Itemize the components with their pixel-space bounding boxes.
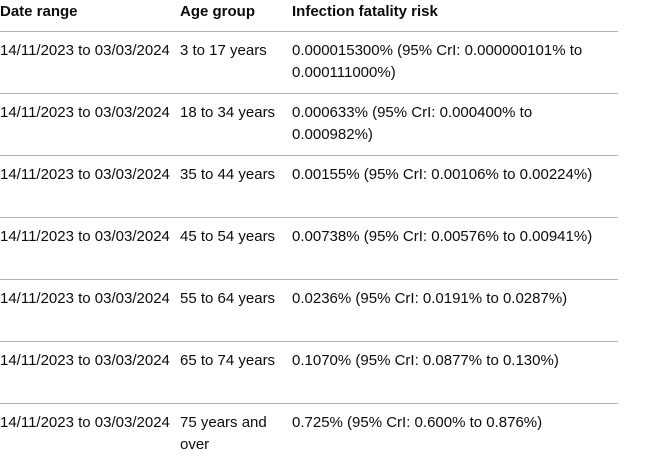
- header-row: Date range Age group Infection fatality …: [0, 0, 618, 32]
- table-row: 14/11/2023 to 03/03/2024 3 to 17 years 0…: [0, 32, 618, 94]
- cell-age-group: 45 to 54 years: [180, 218, 292, 280]
- date-range-text: 14/11/2023 to 03/03/2024: [0, 288, 180, 310]
- cell-age-group: 55 to 64 years: [180, 280, 292, 342]
- cell-age-group: 3 to 17 years: [180, 32, 292, 94]
- date-range-text: 14/11/2023 to 03/03/2024: [0, 350, 180, 372]
- risk-text: 0.000633% (95% CrI: 0.000400% to 0.00098…: [292, 102, 618, 146]
- table-row: 14/11/2023 to 03/03/2024 65 to 74 years …: [0, 342, 618, 404]
- table-row: 14/11/2023 to 03/03/2024 75 years and ov…: [0, 404, 618, 465]
- cell-age-group: 65 to 74 years: [180, 342, 292, 404]
- cell-risk: 0.000015300% (95% CrI: 0.000000101% to 0…: [292, 32, 618, 94]
- cell-risk: 0.0236% (95% CrI: 0.0191% to 0.0287%): [292, 280, 618, 342]
- age-group-text: 65 to 74 years: [180, 350, 292, 372]
- column-header-date-range: Date range: [0, 0, 180, 32]
- age-group-text: 45 to 54 years: [180, 226, 292, 248]
- risk-text: 0.00155% (95% CrI: 0.00106% to 0.00224%): [292, 164, 618, 186]
- risk-text: 0.0236% (95% CrI: 0.0191% to 0.0287%): [292, 288, 618, 310]
- column-header-age-group: Age group: [180, 0, 292, 32]
- table-row: 14/11/2023 to 03/03/2024 45 to 54 years …: [0, 218, 618, 280]
- cell-risk: 0.000633% (95% CrI: 0.000400% to 0.00098…: [292, 94, 618, 156]
- date-range-text: 14/11/2023 to 03/03/2024: [0, 226, 180, 248]
- cell-date-range: 14/11/2023 to 03/03/2024: [0, 404, 180, 465]
- age-group-text: 75 years and over: [180, 412, 292, 456]
- date-range-text: 14/11/2023 to 03/03/2024: [0, 40, 180, 62]
- table-row: 14/11/2023 to 03/03/2024 18 to 34 years …: [0, 94, 618, 156]
- table-row: 14/11/2023 to 03/03/2024 35 to 44 years …: [0, 156, 618, 218]
- cell-risk: 0.00738% (95% CrI: 0.00576% to 0.00941%): [292, 218, 618, 280]
- cell-risk: 0.00155% (95% CrI: 0.00106% to 0.00224%): [292, 156, 618, 218]
- column-header-infection-fatality-risk: Infection fatality risk: [292, 0, 618, 32]
- risk-text: 0.725% (95% CrI: 0.600% to 0.876%): [292, 412, 618, 434]
- risk-text: 0.1070% (95% CrI: 0.0877% to 0.130%): [292, 350, 618, 372]
- cell-date-range: 14/11/2023 to 03/03/2024: [0, 156, 180, 218]
- cell-age-group: 18 to 34 years: [180, 94, 292, 156]
- cell-date-range: 14/11/2023 to 03/03/2024: [0, 342, 180, 404]
- cell-date-range: 14/11/2023 to 03/03/2024: [0, 32, 180, 94]
- cell-risk: 0.1070% (95% CrI: 0.0877% to 0.130%): [292, 342, 618, 404]
- table-row: 14/11/2023 to 03/03/2024 55 to 64 years …: [0, 280, 618, 342]
- risk-text: 0.00738% (95% CrI: 0.00576% to 0.00941%): [292, 226, 618, 248]
- date-range-text: 14/11/2023 to 03/03/2024: [0, 102, 180, 124]
- cell-age-group: 35 to 44 years: [180, 156, 292, 218]
- infection-fatality-risk-table: Date range Age group Infection fatality …: [0, 0, 618, 465]
- cell-age-group: 75 years and over: [180, 404, 292, 465]
- table-body: 14/11/2023 to 03/03/2024 3 to 17 years 0…: [0, 32, 618, 465]
- cell-date-range: 14/11/2023 to 03/03/2024: [0, 218, 180, 280]
- date-range-text: 14/11/2023 to 03/03/2024: [0, 164, 180, 186]
- age-group-text: 35 to 44 years: [180, 164, 292, 186]
- risk-text: 0.000015300% (95% CrI: 0.000000101% to 0…: [292, 40, 618, 84]
- date-range-text: 14/11/2023 to 03/03/2024: [0, 412, 180, 434]
- cell-date-range: 14/11/2023 to 03/03/2024: [0, 94, 180, 156]
- age-group-text: 55 to 64 years: [180, 288, 292, 310]
- cell-date-range: 14/11/2023 to 03/03/2024: [0, 280, 180, 342]
- age-group-text: 18 to 34 years: [180, 102, 292, 124]
- age-group-text: 3 to 17 years: [180, 40, 292, 62]
- table-header: Date range Age group Infection fatality …: [0, 0, 618, 32]
- cell-risk: 0.725% (95% CrI: 0.600% to 0.876%): [292, 404, 618, 465]
